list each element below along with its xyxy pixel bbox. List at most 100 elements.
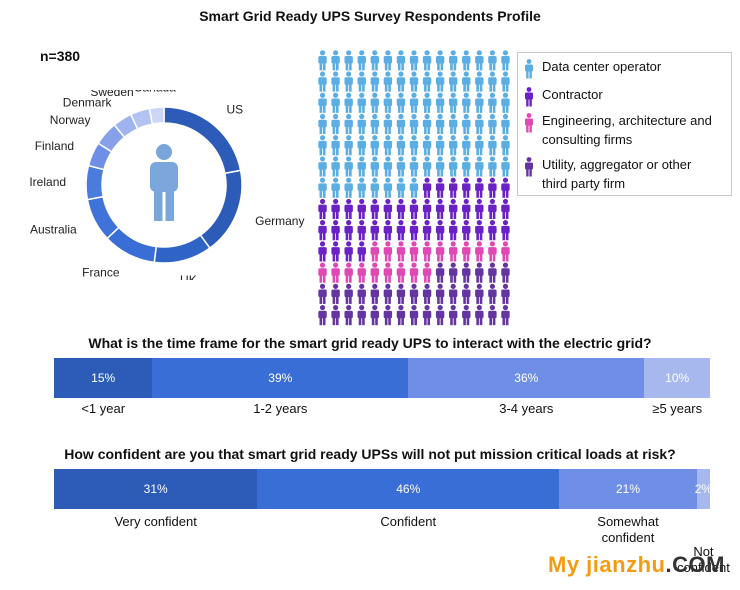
chart-title: Smart Grid Ready UPS Survey Respondents … — [199, 8, 541, 24]
pictograph-person-data-center-operator — [475, 156, 484, 177]
pictograph-person-contractor — [370, 198, 379, 220]
pictograph-person-utility-aggregator-or-other-third-party-firm — [370, 304, 379, 326]
country-donut-chart: US Germany UK France Australia Ireland Finland… — [29, 90, 304, 280]
pictograph-person-utility-aggregator-or-other-third-party-firm — [475, 262, 484, 283]
pictograph-person-contractor — [449, 198, 458, 220]
pictograph-person-data-center-operator — [422, 135, 432, 156]
pictograph-person-data-center-operator — [370, 156, 379, 177]
donut-slice-uk — [153, 234, 211, 264]
pictograph-person-utility-aggregator-or-other-third-party-firm — [370, 283, 379, 304]
pictograph-person-data-center-operator — [383, 135, 393, 156]
pictograph-person-data-center-operator — [318, 71, 327, 92]
confidence-stacked-bar: 31% 46% 21% 2% — [54, 469, 712, 509]
pictograph-person-contractor — [344, 220, 353, 241]
pictograph-person-data-center-operator — [501, 113, 510, 135]
pictograph-person-contractor — [318, 241, 327, 262]
pictograph-person-contractor — [383, 198, 393, 220]
pictograph-person-data-center-operator — [501, 71, 510, 92]
bar-segment-not-confident: 2% — [695, 469, 712, 509]
pictograph-person-contractor — [435, 177, 445, 198]
pictograph-person-engineering-architecture-and-consulting-firms — [422, 262, 432, 283]
pictograph-person-contractor — [422, 177, 432, 198]
pictograph-person-data-center-operator — [409, 156, 419, 177]
pictograph-person-data-center-operator — [501, 92, 510, 113]
pictograph-person-utility-aggregator-or-other-third-party-firm — [357, 304, 366, 326]
pictograph-person-data-center-operator — [435, 50, 445, 71]
person-icon — [525, 113, 533, 133]
legend-item-contractor: Contractor — [524, 85, 603, 107]
pictograph-person-contractor — [396, 220, 406, 241]
pictograph-person-utility-aggregator-or-other-third-party-firm — [501, 283, 510, 304]
pictograph-person-data-center-operator — [475, 135, 484, 156]
pictograph-person-engineering-architecture-and-consulting-firms — [409, 262, 419, 283]
bar-value-label: 31% — [143, 482, 168, 496]
pictograph-person-engineering-architecture-and-consulting-firms — [422, 241, 432, 262]
pictograph-person-contractor — [462, 177, 471, 198]
pictograph-person-data-center-operator — [462, 156, 471, 177]
confidence-category-labels: Very confident Confident Somewhat confiden… — [54, 514, 729, 575]
pictograph-person-data-center-operator — [370, 113, 379, 135]
pictograph-person-utility-aggregator-or-other-third-party-firm — [383, 283, 393, 304]
pictograph-person-data-center-operator — [409, 113, 419, 135]
pictograph-person-data-center-operator — [344, 50, 353, 71]
legend-item-data-center: Data center operator — [524, 57, 661, 79]
pictograph-person-utility-aggregator-or-other-third-party-firm — [435, 262, 445, 283]
pictograph-person-data-center-operator — [435, 156, 445, 177]
bar-value-label: 36% — [514, 371, 539, 385]
pictograph-person-data-center-operator — [422, 113, 432, 135]
pictograph-person-contractor — [501, 220, 510, 241]
donut-label-france: France — [82, 265, 120, 279]
pictograph-person-data-center-operator — [422, 156, 432, 177]
pictograph-person-utility-aggregator-or-other-third-party-firm — [462, 283, 471, 304]
pictograph-person-utility-aggregator-or-other-third-party-firm — [462, 304, 471, 326]
person-icon-part — [150, 162, 178, 192]
pictograph-person-utility-aggregator-or-other-third-party-firm — [331, 304, 340, 326]
pictograph-person-data-center-operator — [357, 71, 366, 92]
donut-slice-canada — [148, 106, 165, 125]
pictograph-person-data-center-operator — [488, 135, 497, 156]
pictograph-person-contractor — [501, 198, 510, 220]
person-icon — [525, 87, 533, 107]
pictograph-person-utility-aggregator-or-other-third-party-firm — [475, 304, 484, 326]
watermark-part2: .COM — [665, 552, 725, 577]
pictograph-person-contractor — [331, 220, 340, 241]
donut-label-norway: Norway — [50, 113, 91, 127]
pictograph-person-data-center-operator — [357, 92, 366, 113]
pictograph-person-contractor — [449, 177, 458, 198]
pictograph-person-utility-aggregator-or-other-third-party-firm — [501, 304, 510, 326]
pictograph-person-data-center-operator — [344, 92, 353, 113]
watermark-part1: My jianzhu — [548, 552, 666, 577]
pictograph-person-data-center-operator — [331, 135, 340, 156]
pictograph-person-contractor — [475, 220, 484, 241]
pictograph-person-contractor — [357, 198, 366, 220]
pictograph-person-engineering-architecture-and-consulting-firms — [449, 241, 458, 262]
pictograph-person-engineering-architecture-and-consulting-firms — [383, 241, 393, 262]
pictograph-person-contractor — [396, 198, 406, 220]
pictograph-person-contractor — [331, 241, 340, 262]
bar-value-label: 10% — [665, 371, 690, 385]
pictograph-person-contractor — [344, 198, 353, 220]
pictograph-person-data-center-operator — [409, 71, 419, 92]
pictograph-person-utility-aggregator-or-other-third-party-firm — [488, 262, 497, 283]
pictograph-person-utility-aggregator-or-other-third-party-firm — [383, 304, 393, 326]
bar-segment-5-years: 10% — [644, 358, 710, 398]
pictograph-person-engineering-architecture-and-consulting-firms — [462, 241, 471, 262]
pictograph-person-data-center-operator — [344, 71, 353, 92]
pictograph-person-data-center-operator — [383, 50, 393, 71]
pictograph-person-data-center-operator — [318, 50, 327, 71]
pictograph-person-engineering-architecture-and-consulting-firms — [318, 262, 327, 283]
pictograph-person-data-center-operator — [318, 135, 327, 156]
bar-segment-3-4-years: 36% — [408, 358, 645, 398]
confidence-question: How confident are you that smart grid re… — [64, 446, 676, 462]
pictograph-person-engineering-architecture-and-consulting-firms — [488, 241, 497, 262]
person-icon — [525, 157, 533, 177]
legend-swatch-head — [526, 59, 532, 64]
pictograph-person-contractor — [383, 220, 393, 241]
pictograph-person-data-center-operator — [396, 177, 406, 198]
pictograph-person-data-center-operator — [435, 135, 445, 156]
respondent-type-pictograph — [318, 50, 510, 326]
pictograph-person-data-center-operator — [449, 92, 458, 113]
bar-segment-confident: 46% — [257, 469, 560, 509]
pictograph-person-utility-aggregator-or-other-third-party-firm — [396, 304, 406, 326]
timeframe-question: What is the time frame for the smart gri… — [88, 335, 652, 351]
